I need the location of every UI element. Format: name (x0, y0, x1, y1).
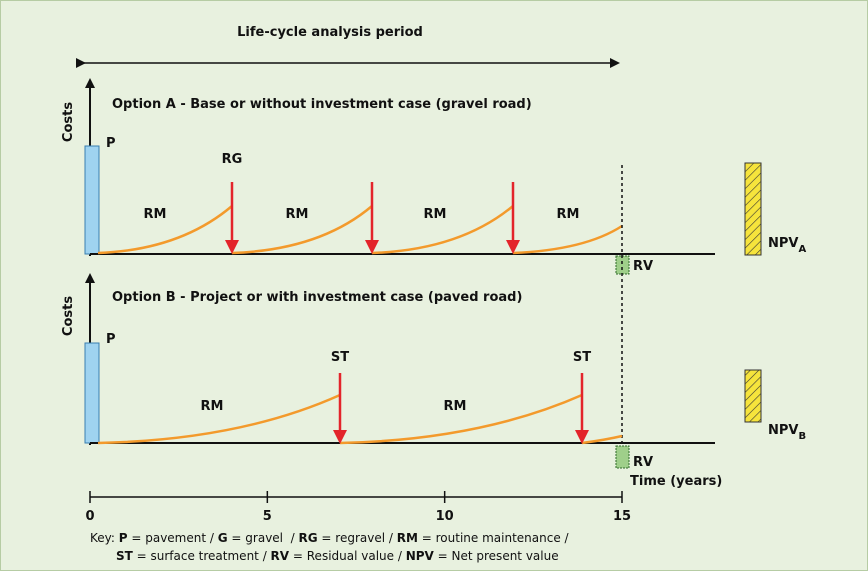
tick-label: 5 (263, 509, 272, 524)
tick-label: 15 (613, 509, 631, 524)
event-label: ST (331, 350, 349, 365)
period-label: Life-cycle analysis period (237, 25, 423, 40)
p-label: P (106, 332, 116, 347)
axis-label: Costs (61, 296, 76, 336)
pavement-bar (84, 342, 100, 444)
npv-main: NPV (768, 423, 798, 438)
rm-label: RM (424, 207, 447, 222)
regravel-arrows (225, 182, 520, 254)
maintenance-curves (97, 205, 623, 255)
rv-box (615, 445, 630, 469)
npv-sub: B (798, 431, 806, 442)
treatment-arrows (333, 373, 589, 444)
key: Key: P = pavement / G = gravel / RG = re… (90, 531, 570, 563)
tick-label: 10 (436, 509, 454, 524)
key-segment: = surface treatment / (133, 549, 271, 563)
option-title: Option A - Base or without investment ca… (112, 97, 532, 112)
event-label: RG (222, 152, 243, 167)
npv-label: NPVA (768, 236, 806, 255)
rv-box (615, 255, 630, 275)
key-segment: P (119, 531, 128, 545)
rv-label: RV (633, 259, 653, 274)
key-segment: = Residual value / (289, 549, 406, 563)
key-line: Key: P = pavement / G = gravel / RG = re… (90, 531, 570, 545)
tick-label: 0 (85, 509, 94, 524)
key-segment: = gravel / (228, 531, 299, 545)
option-title: Option B - Project or with investment ca… (112, 290, 522, 305)
key-segment: = regravel / (318, 531, 397, 545)
npv-bar (744, 369, 762, 423)
time-ticks: 0 5 10 15 (85, 491, 631, 524)
rm-label: RM (286, 207, 309, 222)
key-segment: = pavement / (128, 531, 218, 545)
key-segment: RM (397, 531, 418, 545)
rm-label: RM (201, 399, 224, 414)
key-line: ST = surface treatment / RV = Residual v… (116, 549, 559, 563)
npv-label: NPVB (768, 423, 806, 442)
key-segment: Key: (90, 531, 119, 545)
key-segment: NPV (406, 549, 435, 563)
key-segment: RG (299, 531, 318, 545)
key-segment: ST (116, 549, 134, 563)
key-segment: RV (271, 549, 290, 563)
rv-label: RV (633, 455, 653, 470)
axis-label: Costs (61, 102, 76, 142)
p-label: P (106, 136, 116, 151)
rm-label: RM (557, 207, 580, 222)
npv-main: NPV (768, 236, 798, 251)
npv-sub: A (798, 244, 806, 255)
time-label: Time (years) (630, 474, 722, 489)
rm-label: RM (444, 399, 467, 414)
key-segment: = Net present value (434, 549, 559, 563)
rm-label: RM (144, 207, 167, 222)
npv-bar (744, 162, 762, 256)
key-segment: = routine maintenance / (418, 531, 570, 545)
event-label: ST (573, 350, 591, 365)
key-segment: G (218, 531, 228, 545)
pavement-bar (84, 145, 100, 255)
